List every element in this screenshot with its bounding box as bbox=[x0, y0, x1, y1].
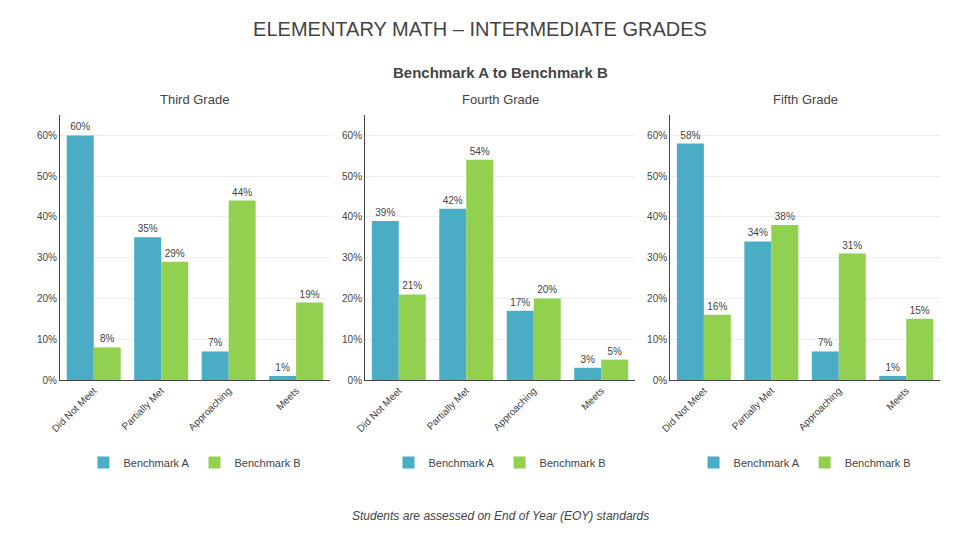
svg-text:30%: 30% bbox=[647, 252, 667, 263]
svg-text:40%: 40% bbox=[37, 211, 57, 222]
svg-text:Did Not Meet: Did Not Meet bbox=[660, 385, 709, 434]
svg-text:44%: 44% bbox=[232, 187, 252, 198]
svg-text:Meets: Meets bbox=[274, 385, 301, 412]
svg-text:Did Not Meet: Did Not Meet bbox=[50, 385, 99, 434]
svg-text:ELEMENTARY MATH – INTERMEDIATE: ELEMENTARY MATH – INTERMEDIATE GRADES bbox=[253, 18, 707, 40]
svg-text:7%: 7% bbox=[818, 337, 833, 348]
svg-text:34%: 34% bbox=[748, 227, 768, 238]
svg-text:39%: 39% bbox=[375, 207, 395, 218]
svg-text:Partially Met: Partially Met bbox=[119, 385, 166, 432]
svg-text:40%: 40% bbox=[342, 211, 362, 222]
svg-text:35%: 35% bbox=[138, 223, 158, 234]
svg-text:1%: 1% bbox=[885, 362, 900, 373]
svg-text:30%: 30% bbox=[37, 252, 57, 263]
svg-text:0%: 0% bbox=[653, 375, 668, 386]
svg-text:Approaching: Approaching bbox=[186, 385, 233, 432]
svg-text:10%: 10% bbox=[37, 334, 57, 345]
svg-text:10%: 10% bbox=[647, 334, 667, 345]
svg-text:Fourth Grade: Fourth Grade bbox=[462, 92, 539, 107]
svg-text:21%: 21% bbox=[402, 280, 422, 291]
svg-text:3%: 3% bbox=[580, 354, 595, 365]
svg-text:20%: 20% bbox=[342, 293, 362, 304]
svg-text:Benchmark B: Benchmark B bbox=[235, 457, 301, 469]
svg-text:1%: 1% bbox=[275, 362, 290, 373]
svg-text:54%: 54% bbox=[470, 146, 490, 157]
svg-text:Third Grade: Third Grade bbox=[160, 92, 229, 107]
svg-text:50%: 50% bbox=[647, 171, 667, 182]
svg-text:40%: 40% bbox=[647, 211, 667, 222]
svg-text:Approaching: Approaching bbox=[796, 385, 843, 432]
svg-text:20%: 20% bbox=[37, 293, 57, 304]
svg-text:Students are assessed on End o: Students are assessed on End of Year (EO… bbox=[352, 509, 649, 523]
svg-text:60%: 60% bbox=[342, 130, 362, 141]
svg-text:5%: 5% bbox=[607, 346, 622, 357]
svg-text:Benchmark A: Benchmark A bbox=[123, 457, 189, 469]
svg-text:Fifth Grade: Fifth Grade bbox=[773, 92, 838, 107]
svg-text:Partially Met: Partially Met bbox=[425, 385, 472, 432]
svg-text:29%: 29% bbox=[165, 248, 185, 259]
svg-text:38%: 38% bbox=[775, 211, 795, 222]
svg-text:16%: 16% bbox=[707, 301, 727, 312]
svg-text:Benchmark B: Benchmark B bbox=[540, 457, 606, 469]
svg-text:Did Not Meet: Did Not Meet bbox=[355, 385, 404, 434]
svg-text:10%: 10% bbox=[342, 334, 362, 345]
svg-text:8%: 8% bbox=[100, 333, 115, 344]
svg-text:31%: 31% bbox=[842, 240, 862, 251]
svg-text:19%: 19% bbox=[300, 289, 320, 300]
svg-text:17%: 17% bbox=[510, 297, 530, 308]
svg-text:7%: 7% bbox=[208, 337, 223, 348]
svg-text:Benchmark B: Benchmark B bbox=[845, 457, 911, 469]
svg-text:Approaching: Approaching bbox=[491, 385, 538, 432]
svg-text:Benchmark A to Benchmark B: Benchmark A to Benchmark B bbox=[393, 64, 608, 81]
svg-text:42%: 42% bbox=[443, 195, 463, 206]
svg-text:30%: 30% bbox=[342, 252, 362, 263]
svg-text:0%: 0% bbox=[348, 375, 363, 386]
svg-text:Meets: Meets bbox=[884, 385, 911, 412]
svg-text:60%: 60% bbox=[647, 130, 667, 141]
svg-text:20%: 20% bbox=[537, 284, 557, 295]
svg-text:60%: 60% bbox=[70, 121, 90, 132]
svg-text:Meets: Meets bbox=[579, 385, 606, 412]
svg-text:60%: 60% bbox=[37, 130, 57, 141]
svg-text:20%: 20% bbox=[647, 293, 667, 304]
svg-text:15%: 15% bbox=[910, 305, 930, 316]
svg-text:Benchmark A: Benchmark A bbox=[734, 457, 800, 469]
svg-text:0%: 0% bbox=[43, 375, 58, 386]
svg-text:50%: 50% bbox=[37, 171, 57, 182]
svg-text:58%: 58% bbox=[680, 130, 700, 141]
svg-text:Benchmark A: Benchmark A bbox=[429, 457, 495, 469]
svg-text:50%: 50% bbox=[342, 171, 362, 182]
svg-text:Partially Met: Partially Met bbox=[730, 385, 777, 432]
